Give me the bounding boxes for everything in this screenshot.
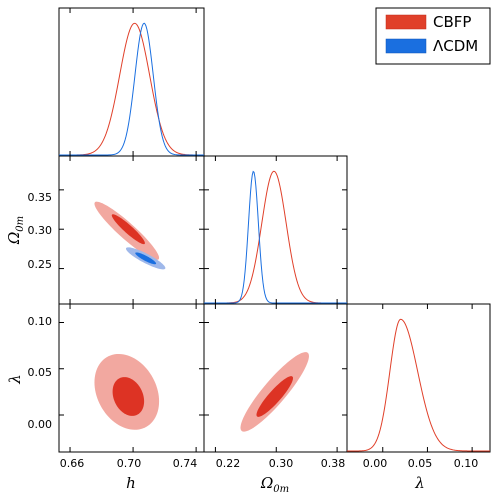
lambda-ytick-label: 0.10 bbox=[28, 315, 53, 328]
contour-lambda-h-cbfp-inner bbox=[112, 377, 145, 416]
legend-label-lcdm: ΛCDM bbox=[433, 37, 478, 55]
panel-lambda-marginal bbox=[346, 303, 491, 453]
x-axis-label-lambda: λ bbox=[414, 474, 425, 492]
omega-ytick-label: 0.35 bbox=[28, 191, 53, 204]
legend: CBFP ΛCDM bbox=[375, 7, 491, 65]
omega-label-sub: 0m bbox=[273, 484, 289, 495]
legend-swatch-lcdm bbox=[385, 38, 427, 54]
h-xtick-label: 0.66 bbox=[60, 457, 85, 470]
panel-omega-marginal bbox=[203, 155, 348, 305]
y-axis-label-lambda: λ bbox=[6, 374, 24, 385]
omega-ylabel-main: Ω bbox=[5, 232, 23, 245]
omega-xtick-label: 0.30 bbox=[269, 457, 294, 470]
marginal-h-lcdm bbox=[59, 22, 204, 156]
lambda-xtick-label: 0.05 bbox=[408, 457, 433, 470]
legend-label-cbfp: CBFP bbox=[433, 13, 471, 31]
lambda-ytick-label: 0.05 bbox=[28, 366, 53, 379]
omega-ytick-label: 0.30 bbox=[28, 224, 53, 237]
lambda-ytick-label: 0.00 bbox=[28, 418, 53, 431]
lambda-xtick-label: 0.00 bbox=[363, 457, 388, 470]
x-axis-label-omega: Ω0m bbox=[260, 474, 289, 495]
y-axis-label-omega: Ω0m bbox=[5, 216, 26, 245]
marginal-omega-cbfp bbox=[204, 170, 347, 304]
marginal-h-cbfp bbox=[59, 22, 204, 156]
panel-h-marginal bbox=[58, 7, 205, 157]
contour-lambda-omega-cbfp-inner bbox=[256, 376, 293, 417]
contour-omega-h-lcdm-inner bbox=[135, 252, 157, 265]
omega-ytick-label: 0.25 bbox=[28, 258, 53, 271]
omega-xtick-label: 0.22 bbox=[216, 457, 241, 470]
omega-label-main: Ω bbox=[260, 474, 273, 492]
omega-ylabel-sub: 0m bbox=[15, 216, 26, 232]
chart-marks bbox=[59, 8, 490, 452]
lambda-xtick-label: 0.10 bbox=[454, 457, 479, 470]
marginal-lambda-cbfp bbox=[347, 318, 490, 452]
h-xtick-label: 0.70 bbox=[117, 457, 142, 470]
legend-swatch-cbfp bbox=[385, 14, 427, 30]
marginal-omega-lcdm bbox=[204, 170, 347, 304]
h-xtick-label: 0.74 bbox=[173, 457, 198, 470]
contour-omega-h-cbfp-inner bbox=[111, 214, 145, 245]
omega-xtick-label: 0.38 bbox=[321, 457, 346, 470]
x-axis-label-h: h bbox=[126, 474, 136, 492]
